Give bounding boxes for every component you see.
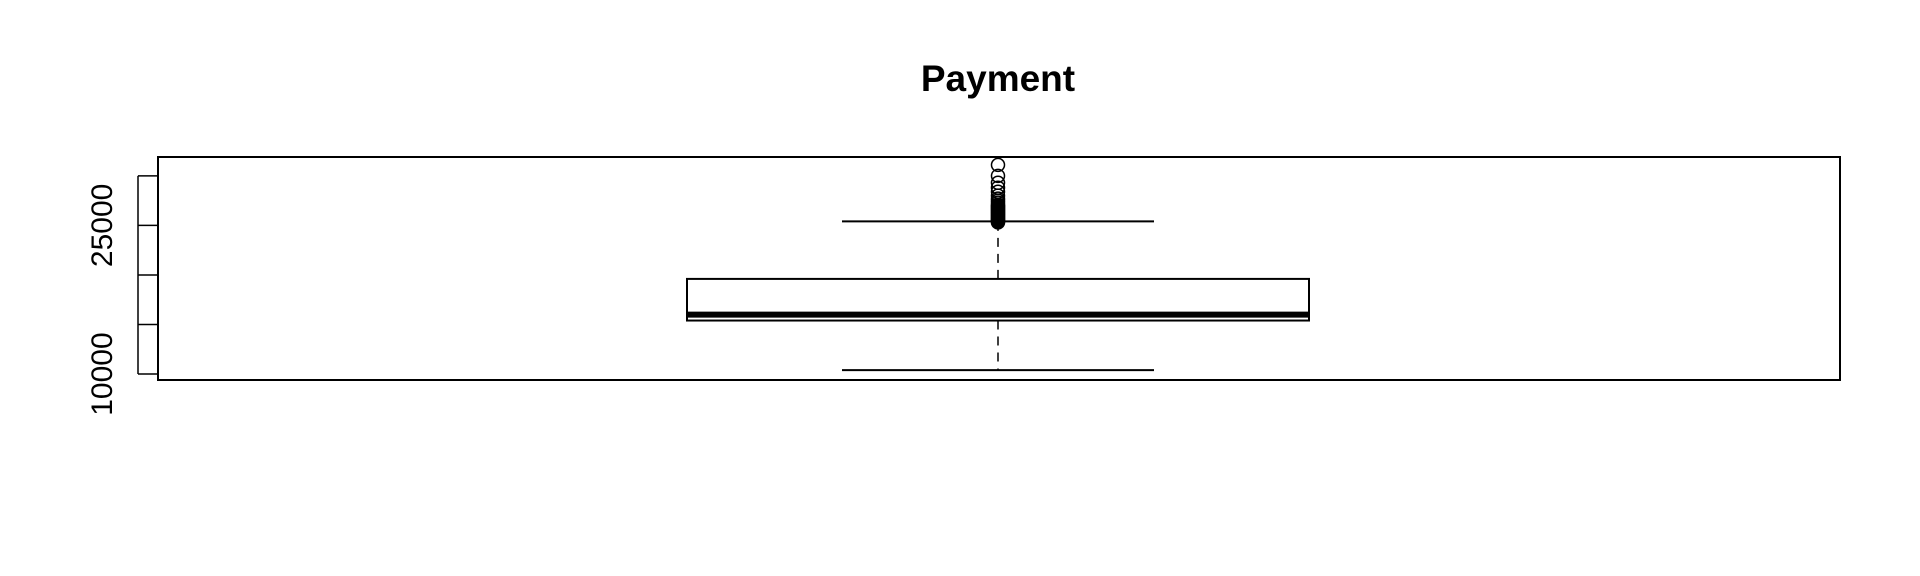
outlier-point [990, 175, 1006, 191]
y-axis: 10000 25000 [86, 175, 158, 416]
chart-title: Payment [921, 58, 1075, 99]
outlier-points [990, 157, 1006, 230]
plot-frame [157, 156, 1841, 381]
y-tick-label: 25000 [86, 184, 119, 267]
outlier-point [990, 180, 1006, 195]
outlier-point [990, 184, 1006, 199]
y-tick-label: 10000 [86, 332, 119, 415]
outlier-point [990, 157, 1006, 173]
box-plot [686, 220, 1310, 372]
outlier-point [990, 168, 1006, 184]
